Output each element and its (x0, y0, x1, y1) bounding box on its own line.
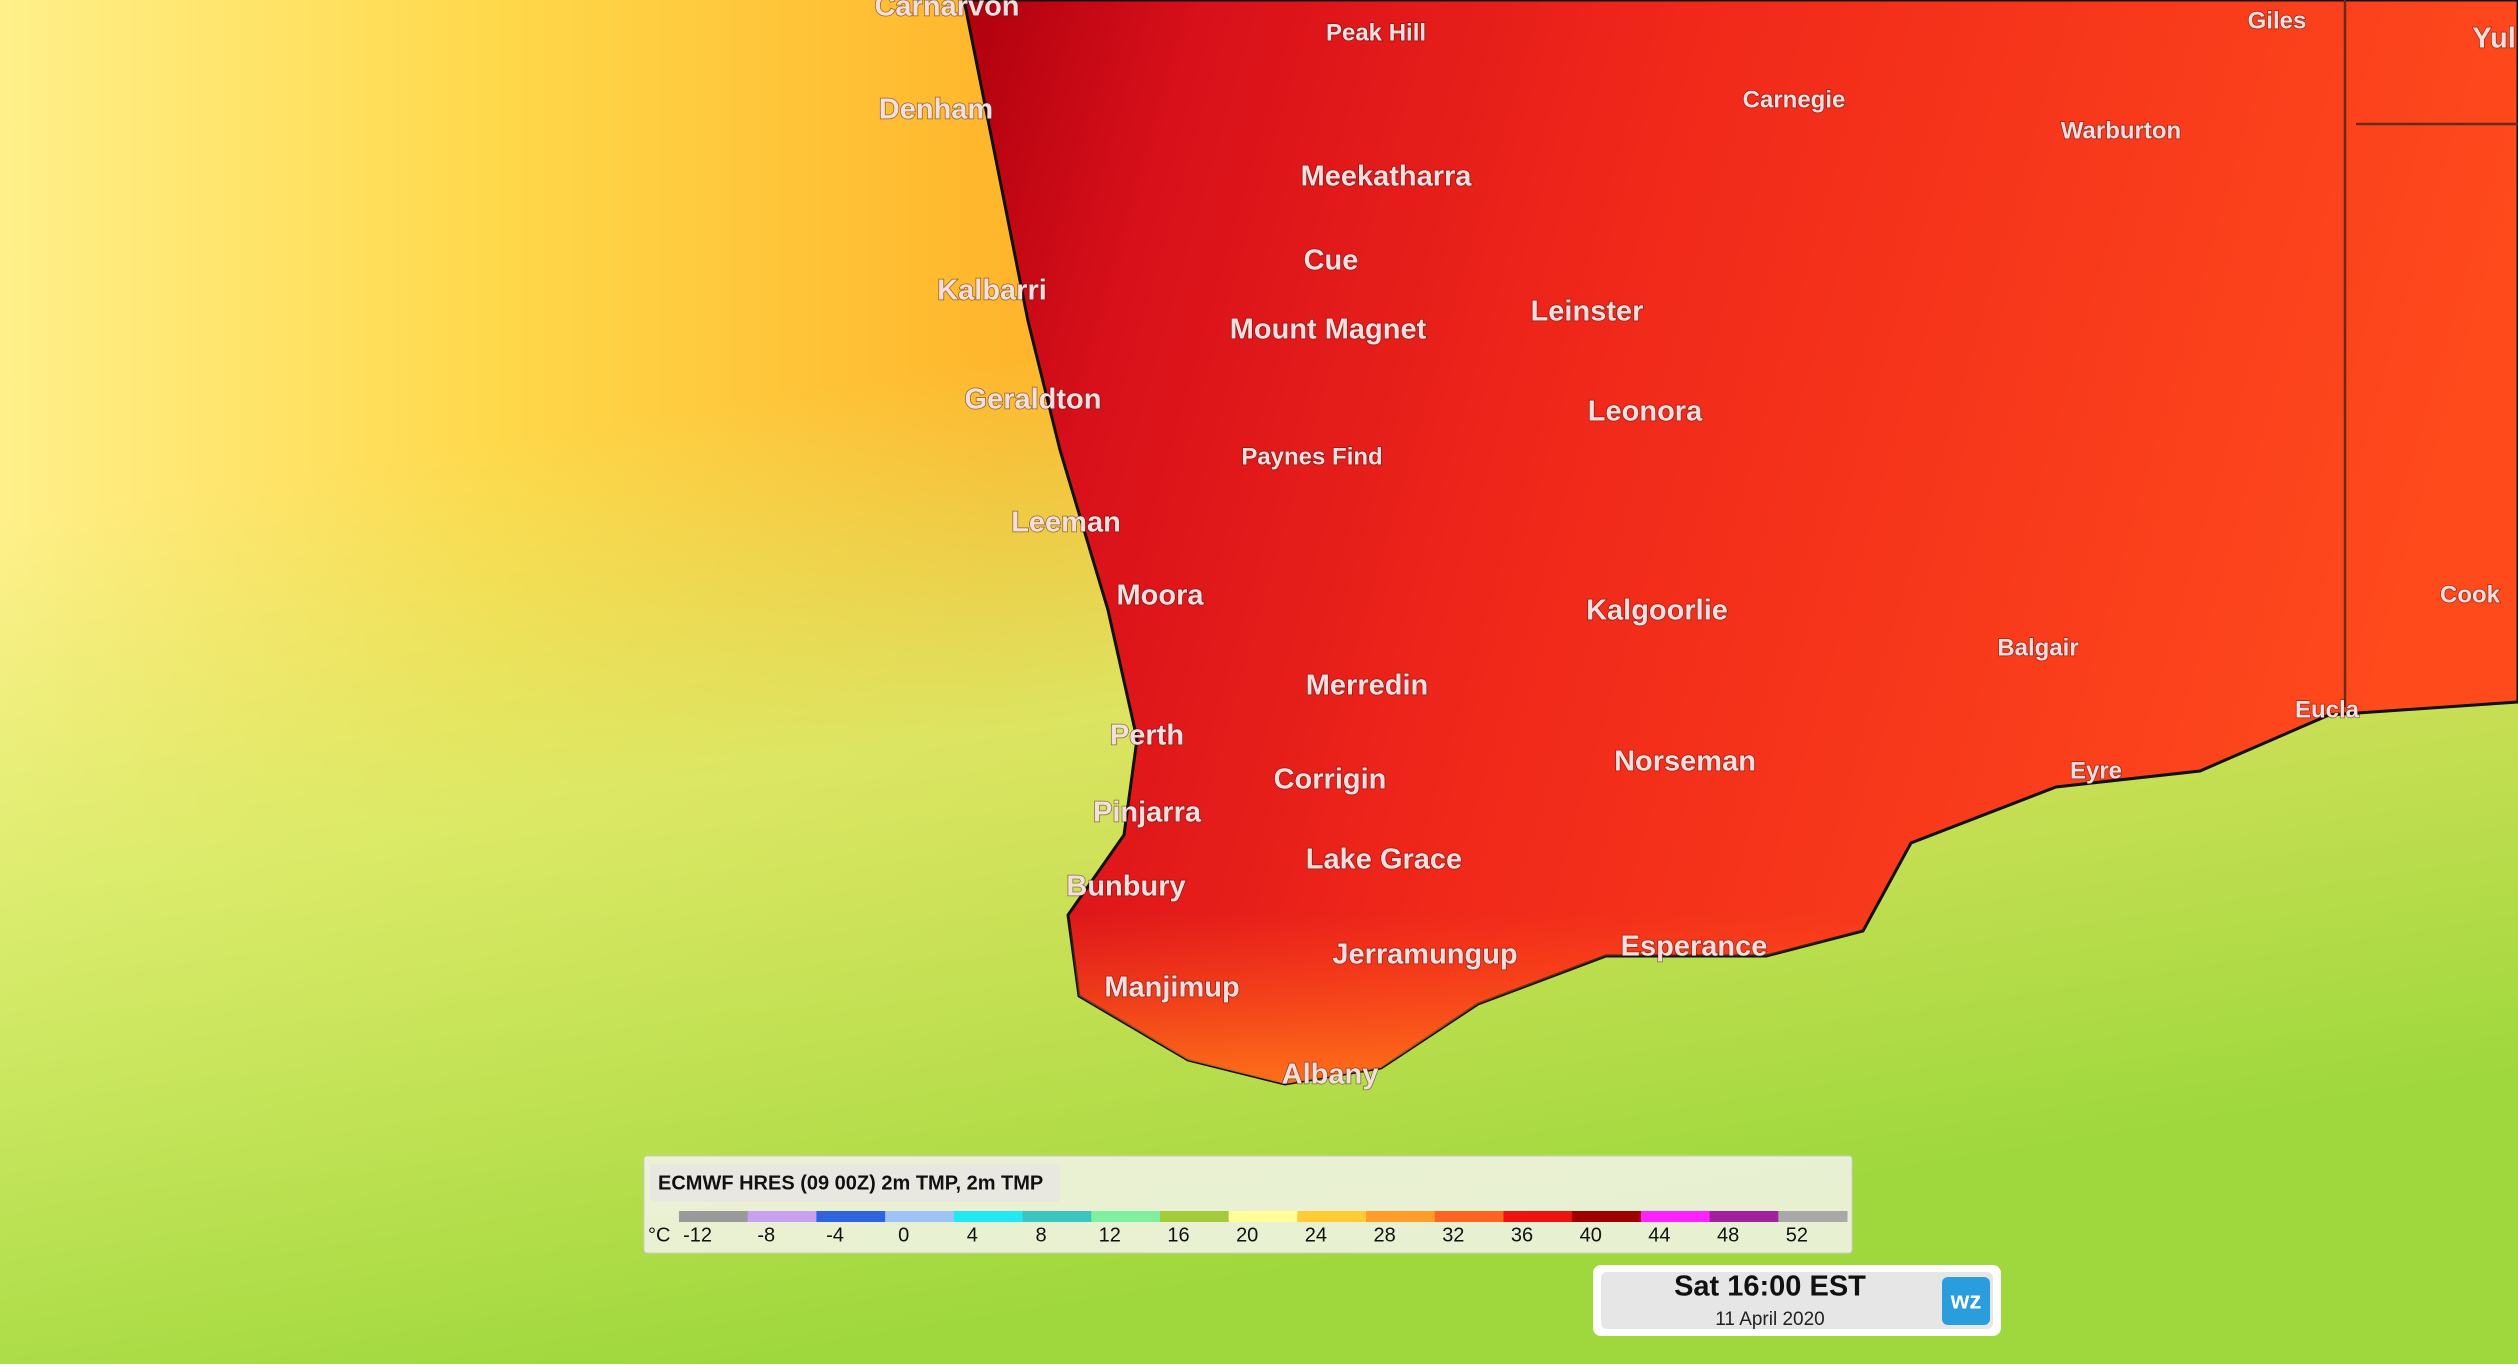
place-label: Balgair (1997, 634, 2078, 661)
legend-tick-label: 4 (967, 1224, 978, 1246)
legend-swatch (1297, 1211, 1367, 1222)
legend-tick-label: 20 (1236, 1224, 1258, 1246)
place-label: Leonora (1588, 396, 1703, 428)
timestamp-inner (1601, 1272, 1993, 1329)
legend-swatch (1228, 1211, 1298, 1222)
place-label: Leeman (1011, 507, 1121, 539)
place-label: Warburton (2061, 117, 2181, 144)
place-label: Esperance (1621, 931, 1768, 963)
legend-tick-label: 24 (1305, 1224, 1327, 1246)
land-south-tint (1068, 702, 2518, 1084)
place-label: Leinster (1531, 296, 1644, 328)
legend-tick-label: -12 (683, 1224, 712, 1246)
timestamp: Sat 16:00 EST 11 April 2020 wz (1593, 1265, 2001, 1336)
place-label: Jerramungup (1332, 939, 1517, 971)
place-label: Paynes Find (1241, 443, 1382, 470)
place-label: Moora (1117, 580, 1205, 612)
legend-swatch (1572, 1211, 1642, 1222)
legend-swatch (1022, 1211, 1092, 1222)
place-label: Peak Hill (1326, 19, 1426, 46)
place-label: Denham (879, 94, 993, 126)
legend-scale: -12 -8 -4 0 4 8 12 16 20 24 28 32 36 40 44 48 52 (679, 1211, 1848, 1246)
place-label: Cook (2440, 581, 2501, 608)
legend-swatch (885, 1211, 955, 1222)
timestamp-time: Sat 16:00 EST (1674, 1271, 1866, 1303)
legend-tick-label: 36 (1511, 1224, 1533, 1246)
legend-swatch (1091, 1211, 1161, 1222)
place-label: Geraldton (965, 384, 1102, 416)
place-label: Norseman (1614, 746, 1756, 778)
legend-tick-label: 8 (1036, 1224, 1047, 1246)
legend-tick-label: 16 (1167, 1224, 1189, 1246)
timestamp-date: 11 April 2020 (1715, 1309, 1825, 1330)
legend-tick-label: -4 (826, 1224, 844, 1246)
legend-tick-label: 40 (1580, 1224, 1602, 1246)
legend-tick-label: 32 (1442, 1224, 1464, 1246)
legend-tick-label: 0 (898, 1224, 909, 1246)
place-labels: Carnarvon Peak Hill Giles Yul Denham Carnegie… (874, 0, 2517, 1091)
place-label: Carnarvon (874, 0, 1019, 23)
legend-swatch (816, 1211, 886, 1222)
legend-tick-label: 12 (1099, 1224, 1121, 1246)
place-label: Yul (2472, 23, 2516, 55)
place-label: Mount Magnet (1230, 314, 1427, 346)
legend-swatch (953, 1211, 1024, 1222)
place-label: Eyre (2070, 757, 2122, 784)
legend-swatch (679, 1211, 749, 1222)
legend-tick-label: -8 (757, 1224, 775, 1246)
legend-tick-label: 28 (1373, 1224, 1395, 1246)
border (2343, 0, 2518, 707)
place-label: Cue (1304, 245, 1359, 277)
legend-swatch (1709, 1211, 1779, 1222)
place-label: Manjimup (1104, 972, 1239, 1004)
place-label: Carnegie (1743, 86, 1846, 113)
place-label: Bunbury (1066, 871, 1185, 903)
place-label: Kalgoorlie (1586, 595, 1728, 627)
place-label: Meekatharra (1301, 161, 1473, 193)
legend-title: ECMWF HRES (09 00Z) 2m TMP, 2m TMP (658, 1172, 1043, 1194)
legend-swatch (1640, 1211, 1711, 1222)
legend-swatch (1503, 1211, 1573, 1222)
place-label: Corrigin (1274, 764, 1387, 796)
legend-swatch (747, 1211, 817, 1222)
legend-tick-label: 44 (1648, 1224, 1670, 1246)
legend-title-bg (650, 1164, 1060, 1202)
place-label: Albany (1282, 1059, 1379, 1091)
legend-swatch (1778, 1211, 1848, 1222)
legend-swatch (1434, 1211, 1504, 1222)
legend: ECMWF HRES (09 00Z) 2m TMP, 2m TMP °C -1… (643, 1155, 1853, 1254)
legend-tick-label: 48 (1717, 1224, 1739, 1246)
place-label: Eucla (2295, 696, 2360, 723)
legend-swatch (1366, 1211, 1436, 1222)
legend-swatch (1159, 1211, 1230, 1222)
legend-unit: °C (648, 1224, 670, 1246)
place-label: Lake Grace (1306, 844, 1462, 876)
legend-tick-label: 52 (1786, 1224, 1808, 1246)
place-label: Giles (2248, 7, 2307, 34)
logo: wz (1950, 1287, 1982, 1314)
place-label: Perth (1110, 720, 1184, 752)
place-label: Merredin (1306, 670, 1428, 702)
place-label: Kalbarri (937, 275, 1047, 307)
place-label: Pinjarra (1093, 797, 1202, 829)
logo-badge (1942, 1277, 1990, 1325)
